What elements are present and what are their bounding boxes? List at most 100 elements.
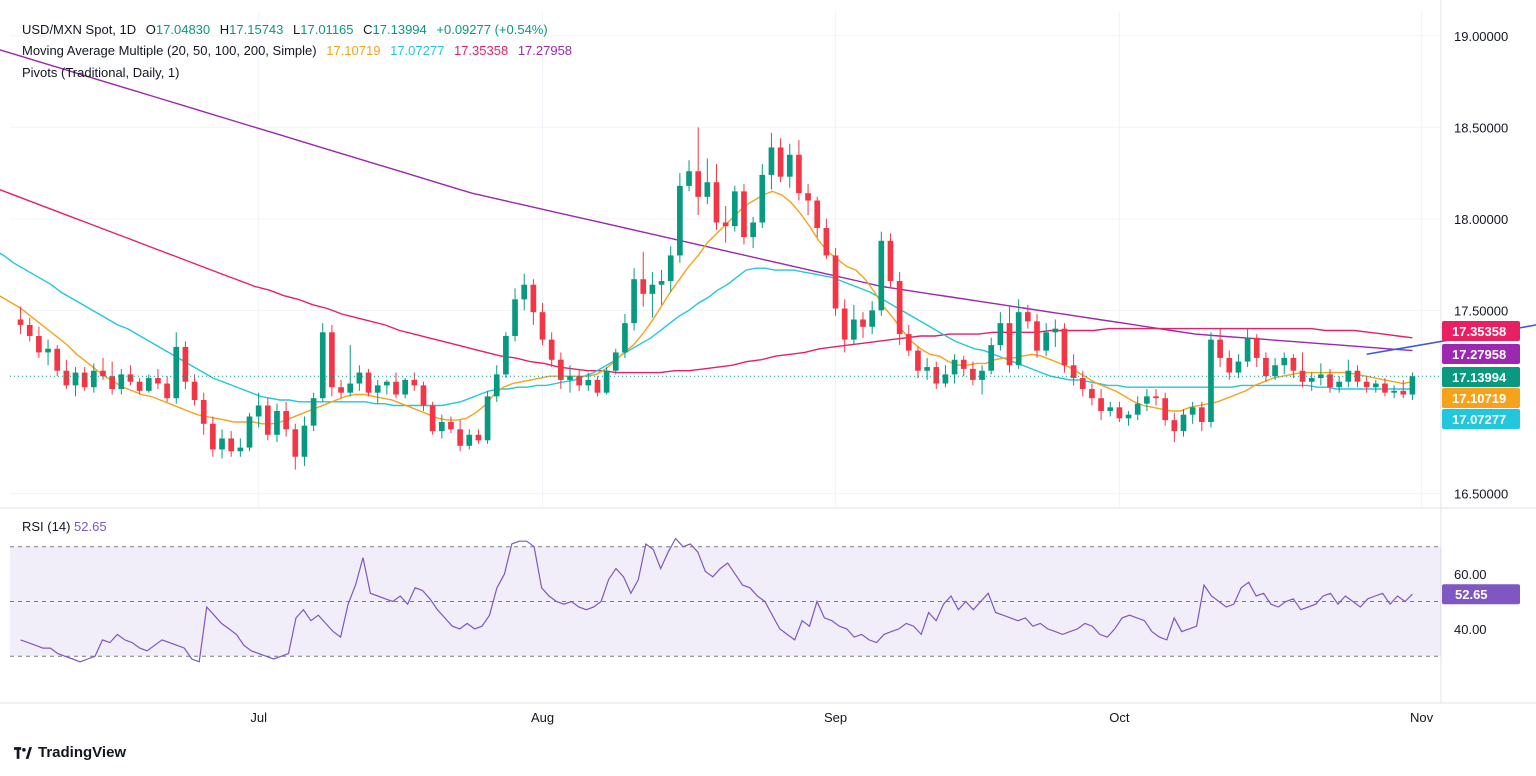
close-value: C17.13994: [363, 22, 427, 37]
candle-body: [200, 400, 207, 424]
candle: [457, 420, 463, 452]
date-tick-label: Oct: [1109, 710, 1130, 725]
rsi-panel: 60.00 40.00 52.65: [10, 537, 1520, 663]
candle-body: [878, 240, 885, 311]
candle: [612, 348, 619, 375]
candle-body: [585, 379, 592, 386]
candle: [420, 381, 427, 411]
candles: [10, 127, 1441, 470]
candle: [960, 356, 967, 377]
pivots-legend[interactable]: Pivots (Traditional, Daily, 1): [22, 65, 186, 80]
candle-body: [393, 381, 399, 395]
candle: [1336, 376, 1343, 393]
price-badge: 17.10719: [1442, 388, 1520, 408]
candle-body: [832, 255, 839, 309]
candle: [1226, 350, 1233, 380]
ma20-value: 17.10719: [326, 43, 381, 58]
candle-body: [356, 372, 363, 384]
rsi-badge: 52.65: [1442, 584, 1520, 605]
candle-body: [1006, 323, 1013, 366]
tradingview-logo[interactable]: TradingView: [14, 744, 126, 761]
candle-body: [997, 323, 1004, 346]
candle: [1363, 376, 1370, 393]
candle: [1171, 412, 1178, 443]
candle-body: [1217, 339, 1223, 358]
candle: [26, 317, 33, 342]
price-badge: 17.35358: [1442, 321, 1520, 341]
candle: [1052, 319, 1059, 347]
candle-body: [1372, 383, 1379, 388]
candle-body: [384, 381, 390, 386]
price-tick-label: 19.00000: [1454, 29, 1508, 44]
candle: [292, 423, 299, 470]
candle-body: [1400, 390, 1407, 395]
candle: [512, 288, 518, 342]
candle-body: [45, 348, 51, 353]
candle-body: [1024, 312, 1031, 322]
candle-body: [1043, 332, 1049, 351]
candle: [310, 392, 317, 432]
rsi-badge-label: 52.65: [1455, 587, 1488, 602]
candle-body: [557, 359, 564, 380]
candle: [210, 416, 216, 457]
candle: [1318, 363, 1324, 386]
candle-body: [640, 279, 647, 294]
rsi-legend[interactable]: RSI (14) 52.65: [22, 519, 107, 534]
price-badge-label: 17.10719: [1452, 391, 1506, 406]
price-badge-bg: [1442, 409, 1520, 429]
ma-legend[interactable]: Moving Average Multiple (20, 50, 100, 20…: [22, 43, 578, 58]
candle-body: [1189, 407, 1196, 415]
candle-body: [1382, 383, 1388, 393]
candle: [429, 401, 436, 435]
candle-body: [777, 147, 784, 177]
candle-body: [750, 222, 756, 238]
candle: [658, 270, 665, 305]
candle: [970, 361, 976, 386]
candle-body: [594, 379, 601, 393]
candle: [915, 346, 921, 379]
candle: [814, 196, 821, 238]
candle: [878, 231, 885, 316]
candle: [1134, 396, 1141, 421]
candle: [219, 429, 225, 459]
price-badge-label: 17.27958: [1452, 347, 1506, 362]
candle-body: [1180, 414, 1187, 432]
candle-body: [796, 154, 802, 194]
candle: [557, 352, 564, 390]
candle: [1061, 323, 1068, 373]
candle-body: [1208, 339, 1214, 422]
candle: [1070, 354, 1077, 386]
candle: [521, 273, 528, 311]
price-tick-label: 17.50000: [1454, 303, 1508, 318]
trendlines: [1366, 324, 1536, 356]
candle: [1189, 401, 1196, 424]
candle: [677, 173, 683, 263]
candle: [191, 374, 198, 406]
candle: [411, 372, 418, 391]
pivots-label: Pivots (Traditional, Daily, 1): [22, 65, 180, 80]
candle: [1290, 354, 1297, 379]
candle-body: [567, 376, 573, 380]
price-badge-label: 17.35358: [1452, 324, 1506, 339]
candle-body: [145, 378, 152, 391]
candle-body: [933, 367, 940, 384]
candle: [851, 304, 857, 346]
candle-body: [1125, 414, 1132, 419]
candle-body: [851, 319, 857, 340]
open-value: O17.04830: [145, 22, 211, 37]
candle: [274, 403, 280, 443]
candle-body: [1363, 381, 1370, 388]
ma200-value: 17.27958: [517, 43, 573, 58]
candle: [63, 359, 70, 390]
candle: [686, 160, 692, 192]
candle-body: [429, 405, 436, 432]
candle-body: [264, 405, 271, 435]
price-badge: 17.27958: [1442, 344, 1520, 364]
candle: [402, 378, 409, 399]
candle: [255, 392, 262, 428]
candle: [805, 184, 811, 216]
candle-body: [1052, 328, 1059, 333]
candle: [365, 368, 372, 397]
candle-body: [951, 359, 958, 375]
